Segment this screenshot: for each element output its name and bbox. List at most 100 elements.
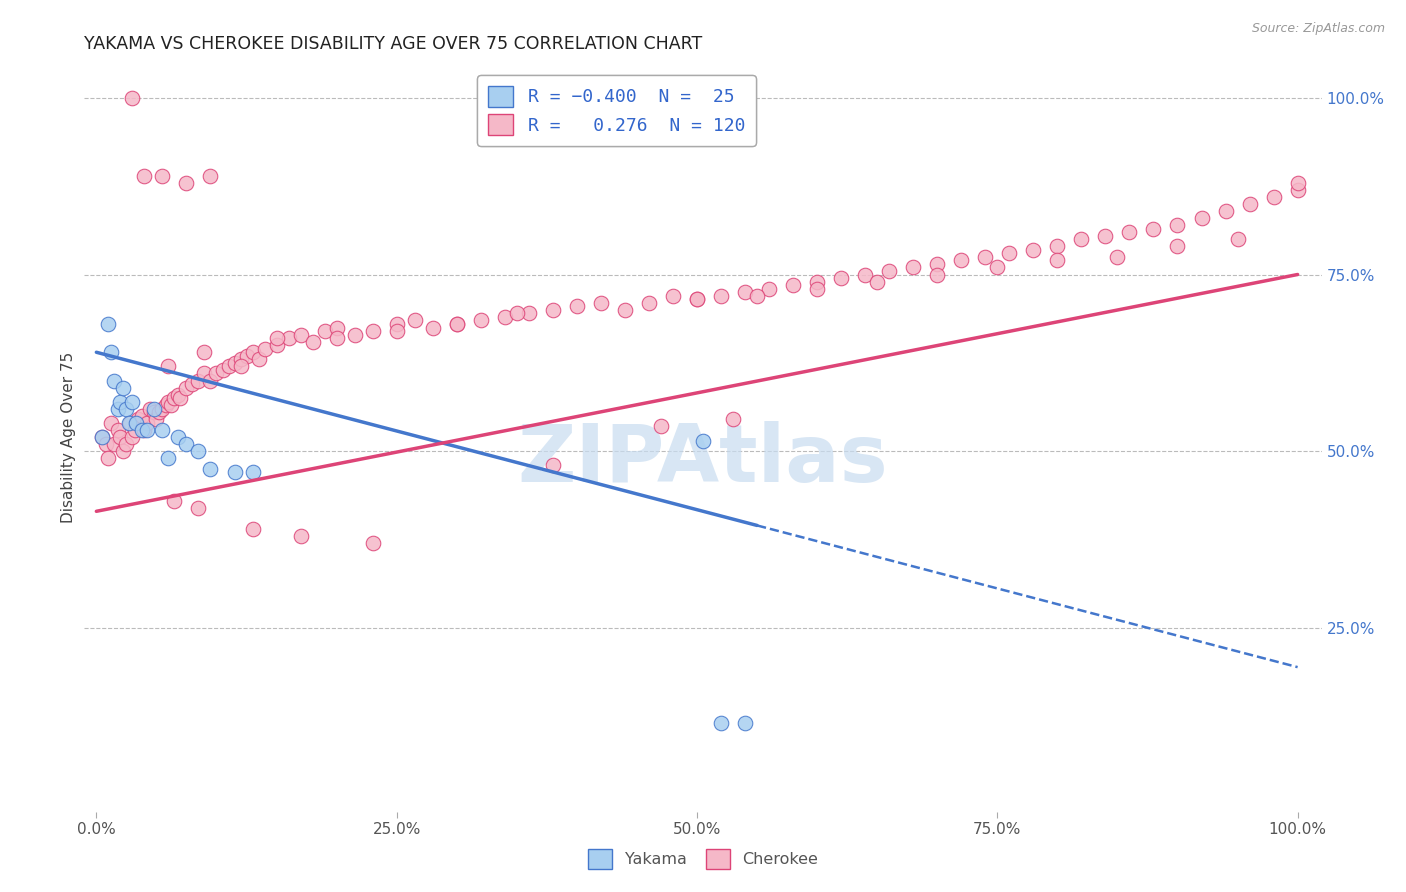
Point	[242, 345, 264, 359]
Point	[103, 437, 125, 451]
Point	[927, 268, 949, 282]
Point	[541, 302, 564, 317]
Point	[1166, 239, 1188, 253]
Y-axis label: Disability Age Over 75: Disability Age Over 75	[60, 351, 76, 523]
Point	[290, 529, 312, 543]
Point	[224, 466, 246, 480]
Point	[229, 352, 252, 367]
Point	[1191, 211, 1213, 225]
Point	[181, 377, 204, 392]
Point	[205, 367, 228, 381]
Point	[135, 416, 157, 430]
Point	[446, 317, 468, 331]
Point	[167, 430, 190, 444]
Point	[1107, 250, 1129, 264]
Point	[176, 176, 198, 190]
Text: Source: ZipAtlas.com: Source: ZipAtlas.com	[1251, 22, 1385, 36]
Point	[301, 334, 323, 349]
Point	[118, 416, 141, 430]
Point	[745, 289, 768, 303]
Point	[686, 292, 709, 306]
Point	[613, 302, 636, 317]
Point	[115, 437, 138, 451]
Point	[1286, 176, 1309, 190]
Point	[124, 423, 146, 437]
Point	[229, 359, 252, 374]
Point	[107, 423, 129, 437]
Point	[143, 401, 166, 416]
Point	[235, 349, 257, 363]
Point	[134, 423, 156, 437]
Point	[91, 430, 114, 444]
Point	[131, 409, 153, 423]
Point	[903, 260, 925, 275]
Point	[135, 423, 157, 437]
Point	[1239, 196, 1261, 211]
Point	[176, 381, 198, 395]
Point	[758, 282, 780, 296]
Point	[277, 331, 299, 345]
Point	[242, 522, 264, 536]
Point	[224, 356, 246, 370]
Point	[110, 430, 132, 444]
Point	[506, 306, 529, 320]
Point	[176, 437, 198, 451]
Point	[927, 257, 949, 271]
Point	[1142, 221, 1164, 235]
Point	[115, 401, 138, 416]
Point	[266, 338, 288, 352]
Point	[121, 430, 143, 444]
Point	[1070, 232, 1092, 246]
Point	[152, 423, 174, 437]
Point	[1118, 225, 1140, 239]
Point	[866, 275, 889, 289]
Point	[143, 405, 166, 419]
Point	[806, 275, 828, 289]
Point	[121, 394, 143, 409]
Point	[692, 434, 714, 448]
Point	[157, 394, 180, 409]
Point	[139, 401, 162, 416]
Point	[247, 352, 270, 367]
Point	[470, 313, 492, 327]
Point	[157, 359, 180, 374]
Point	[155, 398, 177, 412]
Point	[94, 437, 117, 451]
Point	[343, 327, 366, 342]
Point	[1094, 228, 1116, 243]
Point	[806, 282, 828, 296]
Point	[662, 289, 685, 303]
Point	[517, 306, 540, 320]
Point	[242, 466, 264, 480]
Point	[145, 412, 167, 426]
Point	[211, 363, 233, 377]
Point	[830, 271, 852, 285]
Point	[97, 451, 120, 466]
Point	[710, 716, 733, 731]
Point	[422, 320, 444, 334]
Point	[163, 391, 186, 405]
Point	[200, 169, 222, 183]
Point	[163, 493, 186, 508]
Legend: R = −0.400  N =  25, R =   0.276  N = 120: R = −0.400 N = 25, R = 0.276 N = 120	[477, 75, 756, 145]
Point	[111, 381, 134, 395]
Point	[782, 278, 804, 293]
Point	[986, 260, 1008, 275]
Point	[148, 405, 170, 419]
Point	[100, 416, 122, 430]
Point	[446, 317, 468, 331]
Point	[200, 462, 222, 476]
Point	[100, 345, 122, 359]
Point	[127, 412, 149, 426]
Point	[1166, 218, 1188, 232]
Point	[565, 299, 588, 313]
Point	[950, 253, 973, 268]
Point	[494, 310, 516, 324]
Point	[1263, 190, 1285, 204]
Text: YAKAMA VS CHEROKEE DISABILITY AGE OVER 75 CORRELATION CHART: YAKAMA VS CHEROKEE DISABILITY AGE OVER 7…	[84, 35, 703, 53]
Point	[187, 374, 209, 388]
Point	[734, 716, 756, 731]
Point	[721, 412, 744, 426]
Point	[1022, 243, 1045, 257]
Point	[1215, 203, 1237, 218]
